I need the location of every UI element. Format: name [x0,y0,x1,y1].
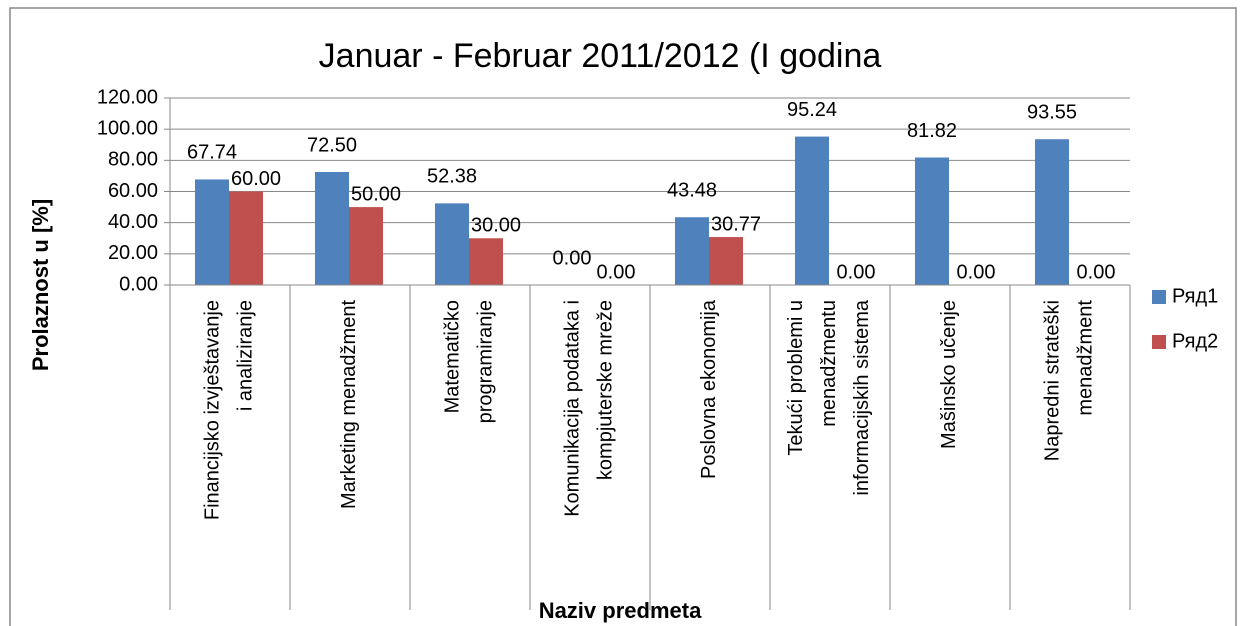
bar [349,207,383,285]
legend-swatch [1152,335,1166,349]
data-label: 0.00 [837,261,876,283]
y-tick-label: 20.00 [108,242,158,264]
bar [435,203,469,285]
data-label: 67.74 [187,142,237,164]
bar [675,217,709,285]
chart-title: Januar - Februar 2011/2012 (I godina [319,37,882,75]
y-tick-label: 100.00 [97,117,158,139]
data-label: 93.55 [1027,101,1077,123]
data-label: 72.50 [307,134,357,156]
bar [469,238,503,285]
x-tick-label: Poslovna ekonomija [698,299,720,479]
x-tick-label: Marketing menadžment [338,300,360,509]
data-label: 60.00 [231,168,281,190]
x-tick-label: Matematičko programiranje [442,300,497,423]
data-label: 95.24 [787,99,837,121]
x-tick-label: Financijsko izvještavanje i analiziranje [202,300,257,520]
bar [315,172,349,285]
data-label: 0.00 [1077,261,1116,283]
chart-border [9,7,1237,626]
y-tick-label: 80.00 [108,149,158,171]
y-tick-label: 120.00 [97,86,158,108]
bar [1035,139,1069,285]
data-label: 81.82 [907,120,957,142]
legend-swatch [1152,290,1166,304]
bar [795,136,829,285]
data-label: 0.00 [553,247,592,269]
y-tick-label: 0.00 [119,273,158,295]
y-axis-label: Prolaznost u [%] [28,199,53,371]
data-label: 30.77 [711,213,761,235]
x-tick-label: Komunikacija podataka i kompjuterske mrež… [562,300,617,517]
y-tick-label: 40.00 [108,211,158,233]
bar [229,191,263,285]
data-label: 0.00 [597,261,636,283]
data-label: 30.00 [471,215,521,237]
data-label: 0.00 [957,261,996,283]
data-label: 50.00 [351,183,401,205]
legend-label: Ряд2 [1172,330,1218,352]
data-label: 43.48 [667,180,717,202]
y-tick-label: 60.00 [108,180,158,202]
x-tick-label: Napredni strateški menadžment [1042,300,1097,462]
x-axis-label: Naziv predmeta [539,598,702,623]
x-tick-label: Mašinsko učenje [938,300,960,449]
legend-label: Ряд1 [1172,285,1218,307]
bar [709,237,743,285]
data-label: 52.38 [427,166,477,188]
bar [195,179,229,285]
x-tick-label: Tekući problemi u menadžmentu informacijsk… [785,299,873,495]
bar [915,157,949,285]
